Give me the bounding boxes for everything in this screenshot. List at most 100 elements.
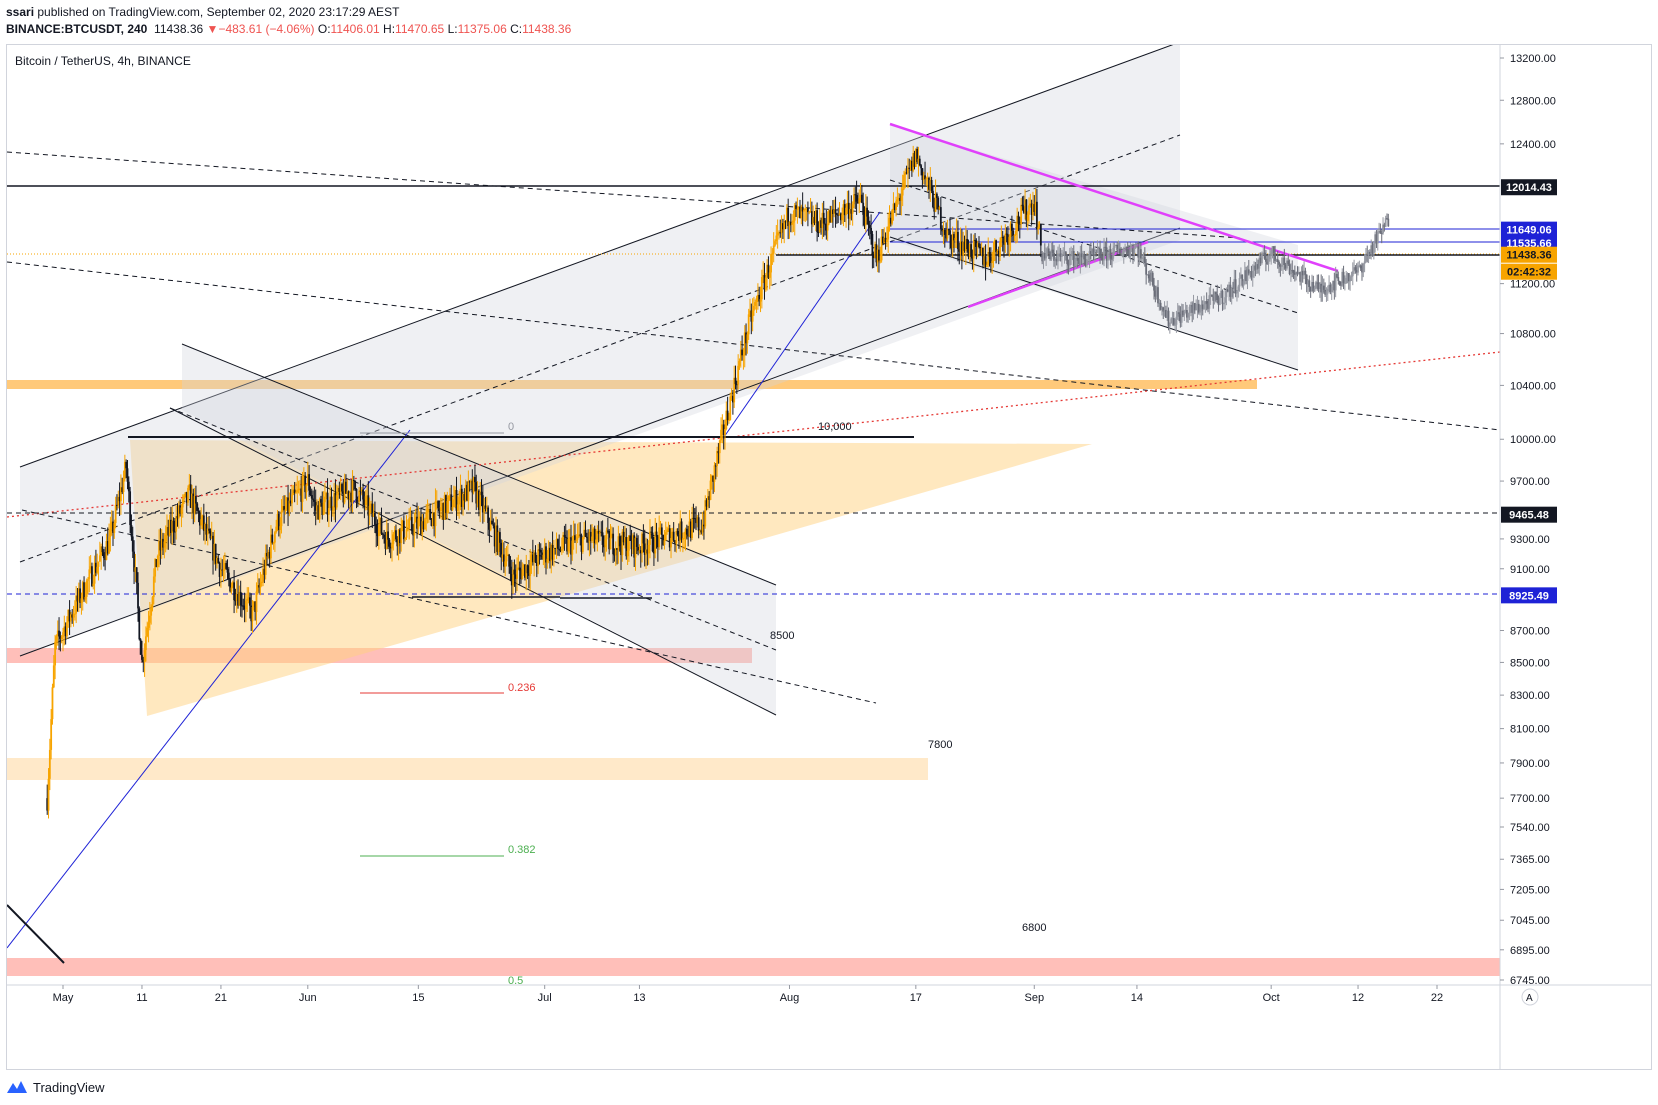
projected-candle-body — [1366, 254, 1369, 256]
projected-candle-body — [1211, 294, 1213, 297]
projected-candle-body — [1105, 247, 1108, 261]
projected-candle-body — [1167, 310, 1170, 327]
candle-body — [964, 238, 967, 251]
candle-body — [445, 495, 447, 514]
candle-body — [350, 492, 353, 503]
candle-body — [401, 520, 404, 528]
candle-body — [397, 529, 400, 547]
candle-body — [858, 198, 861, 204]
candle-body — [812, 216, 815, 225]
candle-body — [524, 564, 526, 578]
candle-body — [641, 533, 643, 554]
candle-body — [96, 566, 99, 573]
projected-candle-body — [1204, 301, 1207, 305]
candle-body — [780, 223, 783, 233]
projected-candle-body — [1371, 245, 1374, 254]
candle-body — [525, 565, 528, 578]
projected-candle-body — [1325, 291, 1328, 295]
projected-candle-body — [1182, 310, 1184, 316]
projected-candle-body — [1259, 257, 1262, 264]
candle-body — [1016, 215, 1019, 231]
candle-body — [204, 524, 207, 531]
candle-body — [959, 241, 962, 252]
candle-body — [454, 490, 457, 500]
candle-body — [506, 554, 509, 557]
projected-candle-body — [1372, 243, 1375, 254]
candle-body — [316, 505, 318, 511]
candle-body — [928, 177, 930, 190]
candle-body — [520, 570, 522, 580]
x-tick-label: May — [53, 992, 74, 1004]
candle-body — [949, 230, 951, 235]
projected-candle-body — [1265, 258, 1267, 262]
candle-body — [426, 509, 429, 513]
candle-body — [367, 495, 370, 516]
candle-body — [273, 532, 276, 543]
candle-body — [895, 201, 897, 211]
candle-body — [55, 636, 58, 642]
candle-body — [985, 264, 988, 267]
candle-body — [741, 349, 744, 356]
projected-candle-body — [1201, 304, 1204, 309]
candle-body — [164, 534, 167, 542]
candle-body — [612, 533, 615, 555]
projected-candle-body — [1376, 231, 1379, 244]
candle-body — [974, 239, 976, 241]
projected-candle-body — [1199, 311, 1202, 313]
projected-candle-body — [1092, 248, 1095, 254]
candle-body — [792, 220, 795, 223]
price-axis[interactable]: 13200.00 12800.00 12400.00 11200.00 10800.00… — [1500, 53, 1556, 987]
projected-candle-body — [1087, 259, 1090, 261]
candle-body — [807, 208, 809, 213]
tradingview-logo-icon[interactable] — [6, 1079, 28, 1095]
time-axis[interactable]: May 11 21 Jun 15 Jul 13 Aug 17 Sep 14 Oct 12 22 — [53, 985, 1444, 1004]
candle-body — [642, 533, 645, 544]
candle-body — [854, 194, 857, 196]
candle-body — [156, 555, 159, 568]
candle-body — [979, 247, 982, 254]
candle-body — [372, 512, 375, 517]
candle-body — [701, 524, 704, 533]
candle-body — [916, 148, 919, 163]
candle-body — [531, 554, 534, 562]
candle-body — [945, 234, 947, 239]
candle-body — [738, 361, 741, 366]
projected-candle-body — [1184, 310, 1187, 312]
candle-body — [562, 534, 565, 549]
author-name[interactable]: ssari — [6, 5, 35, 19]
candle-body — [676, 531, 679, 535]
chart-frame[interactable] — [6, 44, 1652, 1070]
candle-body — [220, 569, 222, 577]
projected-candle-body — [1317, 282, 1320, 290]
projected-candle-body — [1150, 272, 1153, 282]
projected-candle-body — [1272, 246, 1275, 254]
projected-candle-body — [1255, 264, 1258, 270]
price-badge: 8925.49 — [1509, 590, 1549, 602]
candle-body — [483, 505, 486, 513]
footer-brand[interactable]: TradingView — [33, 1079, 105, 1095]
candle-body — [275, 526, 278, 533]
candle-body — [410, 517, 413, 531]
candle-body — [312, 498, 314, 500]
projected-candle-body — [1180, 310, 1183, 323]
candle-body — [137, 582, 139, 609]
x-tick-label: 12 — [1352, 992, 1364, 1004]
candle-body — [516, 568, 518, 579]
candle-body — [395, 530, 397, 540]
candle-body — [200, 519, 203, 526]
projected-candle-body — [1059, 253, 1062, 257]
close-value: 11438.36 — [522, 22, 572, 36]
candle-body — [250, 605, 253, 622]
candle-body — [456, 504, 459, 511]
candle-body — [672, 531, 675, 541]
candle-body — [614, 548, 617, 556]
candle-body — [1020, 204, 1023, 225]
candle-body — [272, 542, 275, 544]
price-badge-bg — [1501, 221, 1557, 238]
candle-body — [664, 532, 667, 541]
magenta-wedge-bottom — [967, 240, 1149, 309]
candle-body — [876, 249, 879, 263]
candle-body — [420, 516, 422, 535]
auto-scale-icon: A — [1526, 993, 1533, 1004]
